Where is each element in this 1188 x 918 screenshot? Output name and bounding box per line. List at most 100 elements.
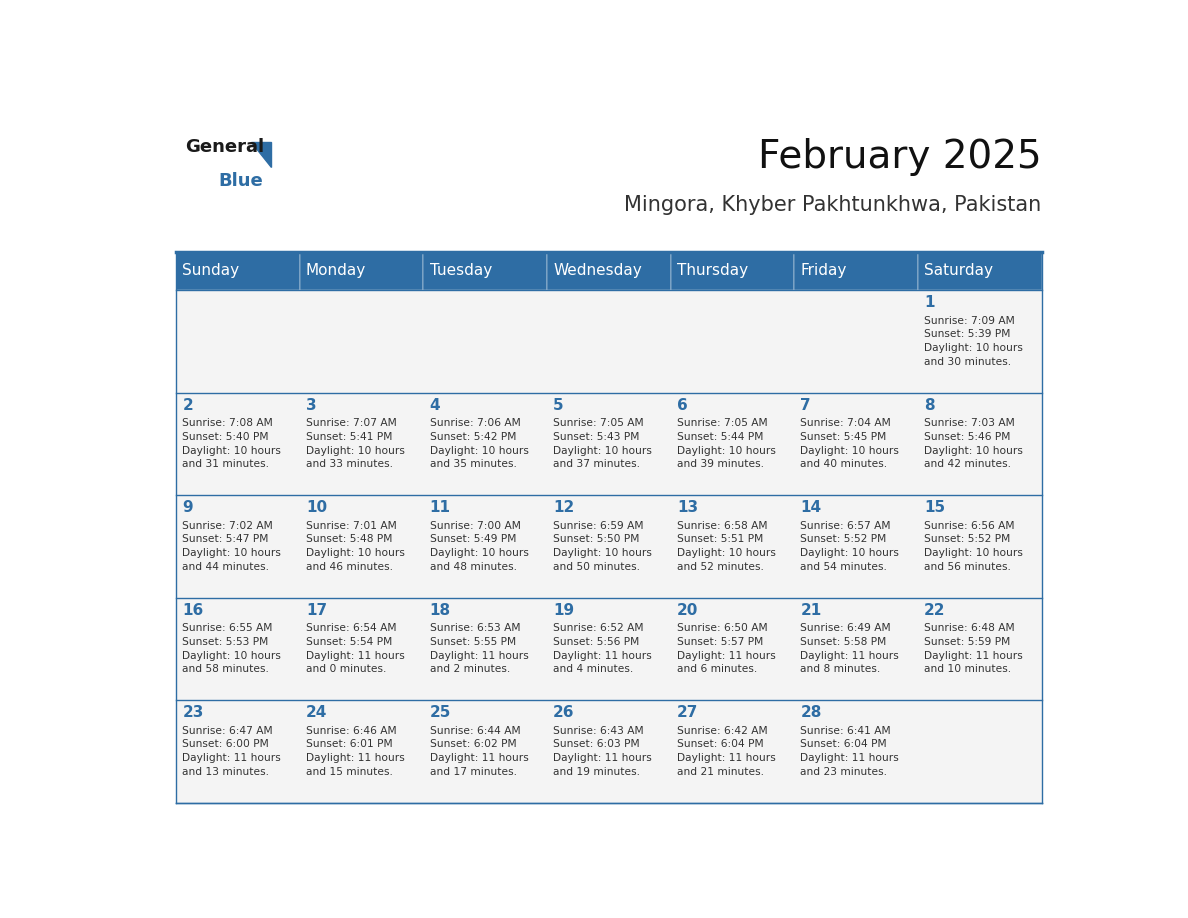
Text: 5: 5 <box>554 397 564 413</box>
Text: 8: 8 <box>924 397 935 413</box>
Bar <box>671 393 795 496</box>
Bar <box>671 496 795 598</box>
Bar <box>423 252 546 290</box>
Text: 10: 10 <box>307 500 327 515</box>
Bar <box>918 496 1042 598</box>
Text: Sunrise: 6:52 AM
Sunset: 5:56 PM
Daylight: 11 hours
and 4 minutes.: Sunrise: 6:52 AM Sunset: 5:56 PM Dayligh… <box>554 623 652 674</box>
Text: Sunrise: 7:05 AM
Sunset: 5:44 PM
Daylight: 10 hours
and 39 minutes.: Sunrise: 7:05 AM Sunset: 5:44 PM Dayligh… <box>677 419 776 469</box>
Text: Sunrise: 6:58 AM
Sunset: 5:51 PM
Daylight: 10 hours
and 52 minutes.: Sunrise: 6:58 AM Sunset: 5:51 PM Dayligh… <box>677 521 776 572</box>
Text: 16: 16 <box>182 603 203 618</box>
Text: Sunrise: 7:03 AM
Sunset: 5:46 PM
Daylight: 10 hours
and 42 minutes.: Sunrise: 7:03 AM Sunset: 5:46 PM Dayligh… <box>924 419 1023 469</box>
Bar <box>546 393 671 496</box>
Text: 20: 20 <box>677 603 699 618</box>
Text: Tuesday: Tuesday <box>430 263 492 278</box>
Text: 12: 12 <box>554 500 575 515</box>
Bar <box>546 700 671 803</box>
Bar <box>176 496 299 598</box>
Bar <box>299 496 423 598</box>
Bar <box>918 290 1042 393</box>
Bar <box>176 252 299 290</box>
Text: Sunrise: 6:56 AM
Sunset: 5:52 PM
Daylight: 10 hours
and 56 minutes.: Sunrise: 6:56 AM Sunset: 5:52 PM Dayligh… <box>924 521 1023 572</box>
Text: Sunrise: 6:41 AM
Sunset: 6:04 PM
Daylight: 11 hours
and 23 minutes.: Sunrise: 6:41 AM Sunset: 6:04 PM Dayligh… <box>801 726 899 777</box>
Text: Sunrise: 6:47 AM
Sunset: 6:00 PM
Daylight: 11 hours
and 13 minutes.: Sunrise: 6:47 AM Sunset: 6:00 PM Dayligh… <box>182 726 282 777</box>
Bar <box>795 598 918 700</box>
Text: Sunrise: 6:55 AM
Sunset: 5:53 PM
Daylight: 10 hours
and 58 minutes.: Sunrise: 6:55 AM Sunset: 5:53 PM Dayligh… <box>182 623 282 674</box>
Text: Sunrise: 6:42 AM
Sunset: 6:04 PM
Daylight: 11 hours
and 21 minutes.: Sunrise: 6:42 AM Sunset: 6:04 PM Dayligh… <box>677 726 776 777</box>
Text: Sunrise: 6:50 AM
Sunset: 5:57 PM
Daylight: 11 hours
and 6 minutes.: Sunrise: 6:50 AM Sunset: 5:57 PM Dayligh… <box>677 623 776 674</box>
Bar <box>176 598 299 700</box>
Bar <box>918 598 1042 700</box>
Text: Sunrise: 7:02 AM
Sunset: 5:47 PM
Daylight: 10 hours
and 44 minutes.: Sunrise: 7:02 AM Sunset: 5:47 PM Dayligh… <box>182 521 282 572</box>
Bar <box>918 700 1042 803</box>
Text: Sunrise: 6:43 AM
Sunset: 6:03 PM
Daylight: 11 hours
and 19 minutes.: Sunrise: 6:43 AM Sunset: 6:03 PM Dayligh… <box>554 726 652 777</box>
Text: Sunday: Sunday <box>182 263 240 278</box>
Text: 19: 19 <box>554 603 574 618</box>
Text: 15: 15 <box>924 500 946 515</box>
Text: 14: 14 <box>801 500 822 515</box>
Bar <box>795 496 918 598</box>
Text: 23: 23 <box>182 705 203 721</box>
Text: February 2025: February 2025 <box>758 139 1042 176</box>
Text: 11: 11 <box>430 500 450 515</box>
Bar <box>671 252 795 290</box>
Text: 2: 2 <box>182 397 194 413</box>
Text: Monday: Monday <box>307 263 366 278</box>
Text: Sunrise: 7:06 AM
Sunset: 5:42 PM
Daylight: 10 hours
and 35 minutes.: Sunrise: 7:06 AM Sunset: 5:42 PM Dayligh… <box>430 419 529 469</box>
Text: 3: 3 <box>307 397 316 413</box>
Bar <box>795 700 918 803</box>
Bar <box>423 598 546 700</box>
Bar <box>546 290 671 393</box>
Bar <box>795 393 918 496</box>
Text: 7: 7 <box>801 397 811 413</box>
Text: Sunrise: 6:54 AM
Sunset: 5:54 PM
Daylight: 11 hours
and 0 minutes.: Sunrise: 6:54 AM Sunset: 5:54 PM Dayligh… <box>307 623 405 674</box>
Text: Sunrise: 6:44 AM
Sunset: 6:02 PM
Daylight: 11 hours
and 17 minutes.: Sunrise: 6:44 AM Sunset: 6:02 PM Dayligh… <box>430 726 529 777</box>
Text: Sunrise: 6:49 AM
Sunset: 5:58 PM
Daylight: 11 hours
and 8 minutes.: Sunrise: 6:49 AM Sunset: 5:58 PM Dayligh… <box>801 623 899 674</box>
Text: 27: 27 <box>677 705 699 721</box>
Bar <box>546 598 671 700</box>
Text: 24: 24 <box>307 705 328 721</box>
Text: 13: 13 <box>677 500 699 515</box>
Bar <box>299 252 423 290</box>
Text: Sunrise: 6:57 AM
Sunset: 5:52 PM
Daylight: 10 hours
and 54 minutes.: Sunrise: 6:57 AM Sunset: 5:52 PM Dayligh… <box>801 521 899 572</box>
Bar <box>918 393 1042 496</box>
Bar <box>423 290 546 393</box>
Bar <box>671 700 795 803</box>
Text: 17: 17 <box>307 603 327 618</box>
Text: 21: 21 <box>801 603 822 618</box>
Bar <box>176 700 299 803</box>
Text: Friday: Friday <box>801 263 847 278</box>
Text: General: General <box>185 139 265 156</box>
Bar <box>546 252 671 290</box>
Bar <box>918 252 1042 290</box>
Text: Blue: Blue <box>219 173 264 190</box>
Text: 22: 22 <box>924 603 946 618</box>
Text: 1: 1 <box>924 296 935 310</box>
Text: Sunrise: 6:46 AM
Sunset: 6:01 PM
Daylight: 11 hours
and 15 minutes.: Sunrise: 6:46 AM Sunset: 6:01 PM Dayligh… <box>307 726 405 777</box>
Text: Sunrise: 7:07 AM
Sunset: 5:41 PM
Daylight: 10 hours
and 33 minutes.: Sunrise: 7:07 AM Sunset: 5:41 PM Dayligh… <box>307 419 405 469</box>
Text: Mingora, Khyber Pakhtunkhwa, Pakistan: Mingora, Khyber Pakhtunkhwa, Pakistan <box>625 195 1042 215</box>
Bar <box>423 496 546 598</box>
Text: Sunrise: 6:48 AM
Sunset: 5:59 PM
Daylight: 11 hours
and 10 minutes.: Sunrise: 6:48 AM Sunset: 5:59 PM Dayligh… <box>924 623 1023 674</box>
Bar <box>795 252 918 290</box>
Text: Sunrise: 7:00 AM
Sunset: 5:49 PM
Daylight: 10 hours
and 48 minutes.: Sunrise: 7:00 AM Sunset: 5:49 PM Dayligh… <box>430 521 529 572</box>
Bar <box>176 393 299 496</box>
Text: 4: 4 <box>430 397 441 413</box>
Bar <box>176 290 299 393</box>
Text: Sunrise: 6:53 AM
Sunset: 5:55 PM
Daylight: 11 hours
and 2 minutes.: Sunrise: 6:53 AM Sunset: 5:55 PM Dayligh… <box>430 623 529 674</box>
Text: Saturday: Saturday <box>924 263 993 278</box>
Text: Sunrise: 7:05 AM
Sunset: 5:43 PM
Daylight: 10 hours
and 37 minutes.: Sunrise: 7:05 AM Sunset: 5:43 PM Dayligh… <box>554 419 652 469</box>
Text: Sunrise: 7:08 AM
Sunset: 5:40 PM
Daylight: 10 hours
and 31 minutes.: Sunrise: 7:08 AM Sunset: 5:40 PM Dayligh… <box>182 419 282 469</box>
Text: 18: 18 <box>430 603 450 618</box>
Bar <box>671 290 795 393</box>
Bar <box>795 290 918 393</box>
Bar <box>299 700 423 803</box>
Text: 6: 6 <box>677 397 688 413</box>
Text: 26: 26 <box>554 705 575 721</box>
Bar <box>423 393 546 496</box>
Bar <box>423 700 546 803</box>
Text: Wednesday: Wednesday <box>554 263 642 278</box>
Text: Sunrise: 6:59 AM
Sunset: 5:50 PM
Daylight: 10 hours
and 50 minutes.: Sunrise: 6:59 AM Sunset: 5:50 PM Dayligh… <box>554 521 652 572</box>
Bar <box>546 496 671 598</box>
Bar <box>299 393 423 496</box>
Text: Sunrise: 7:04 AM
Sunset: 5:45 PM
Daylight: 10 hours
and 40 minutes.: Sunrise: 7:04 AM Sunset: 5:45 PM Dayligh… <box>801 419 899 469</box>
